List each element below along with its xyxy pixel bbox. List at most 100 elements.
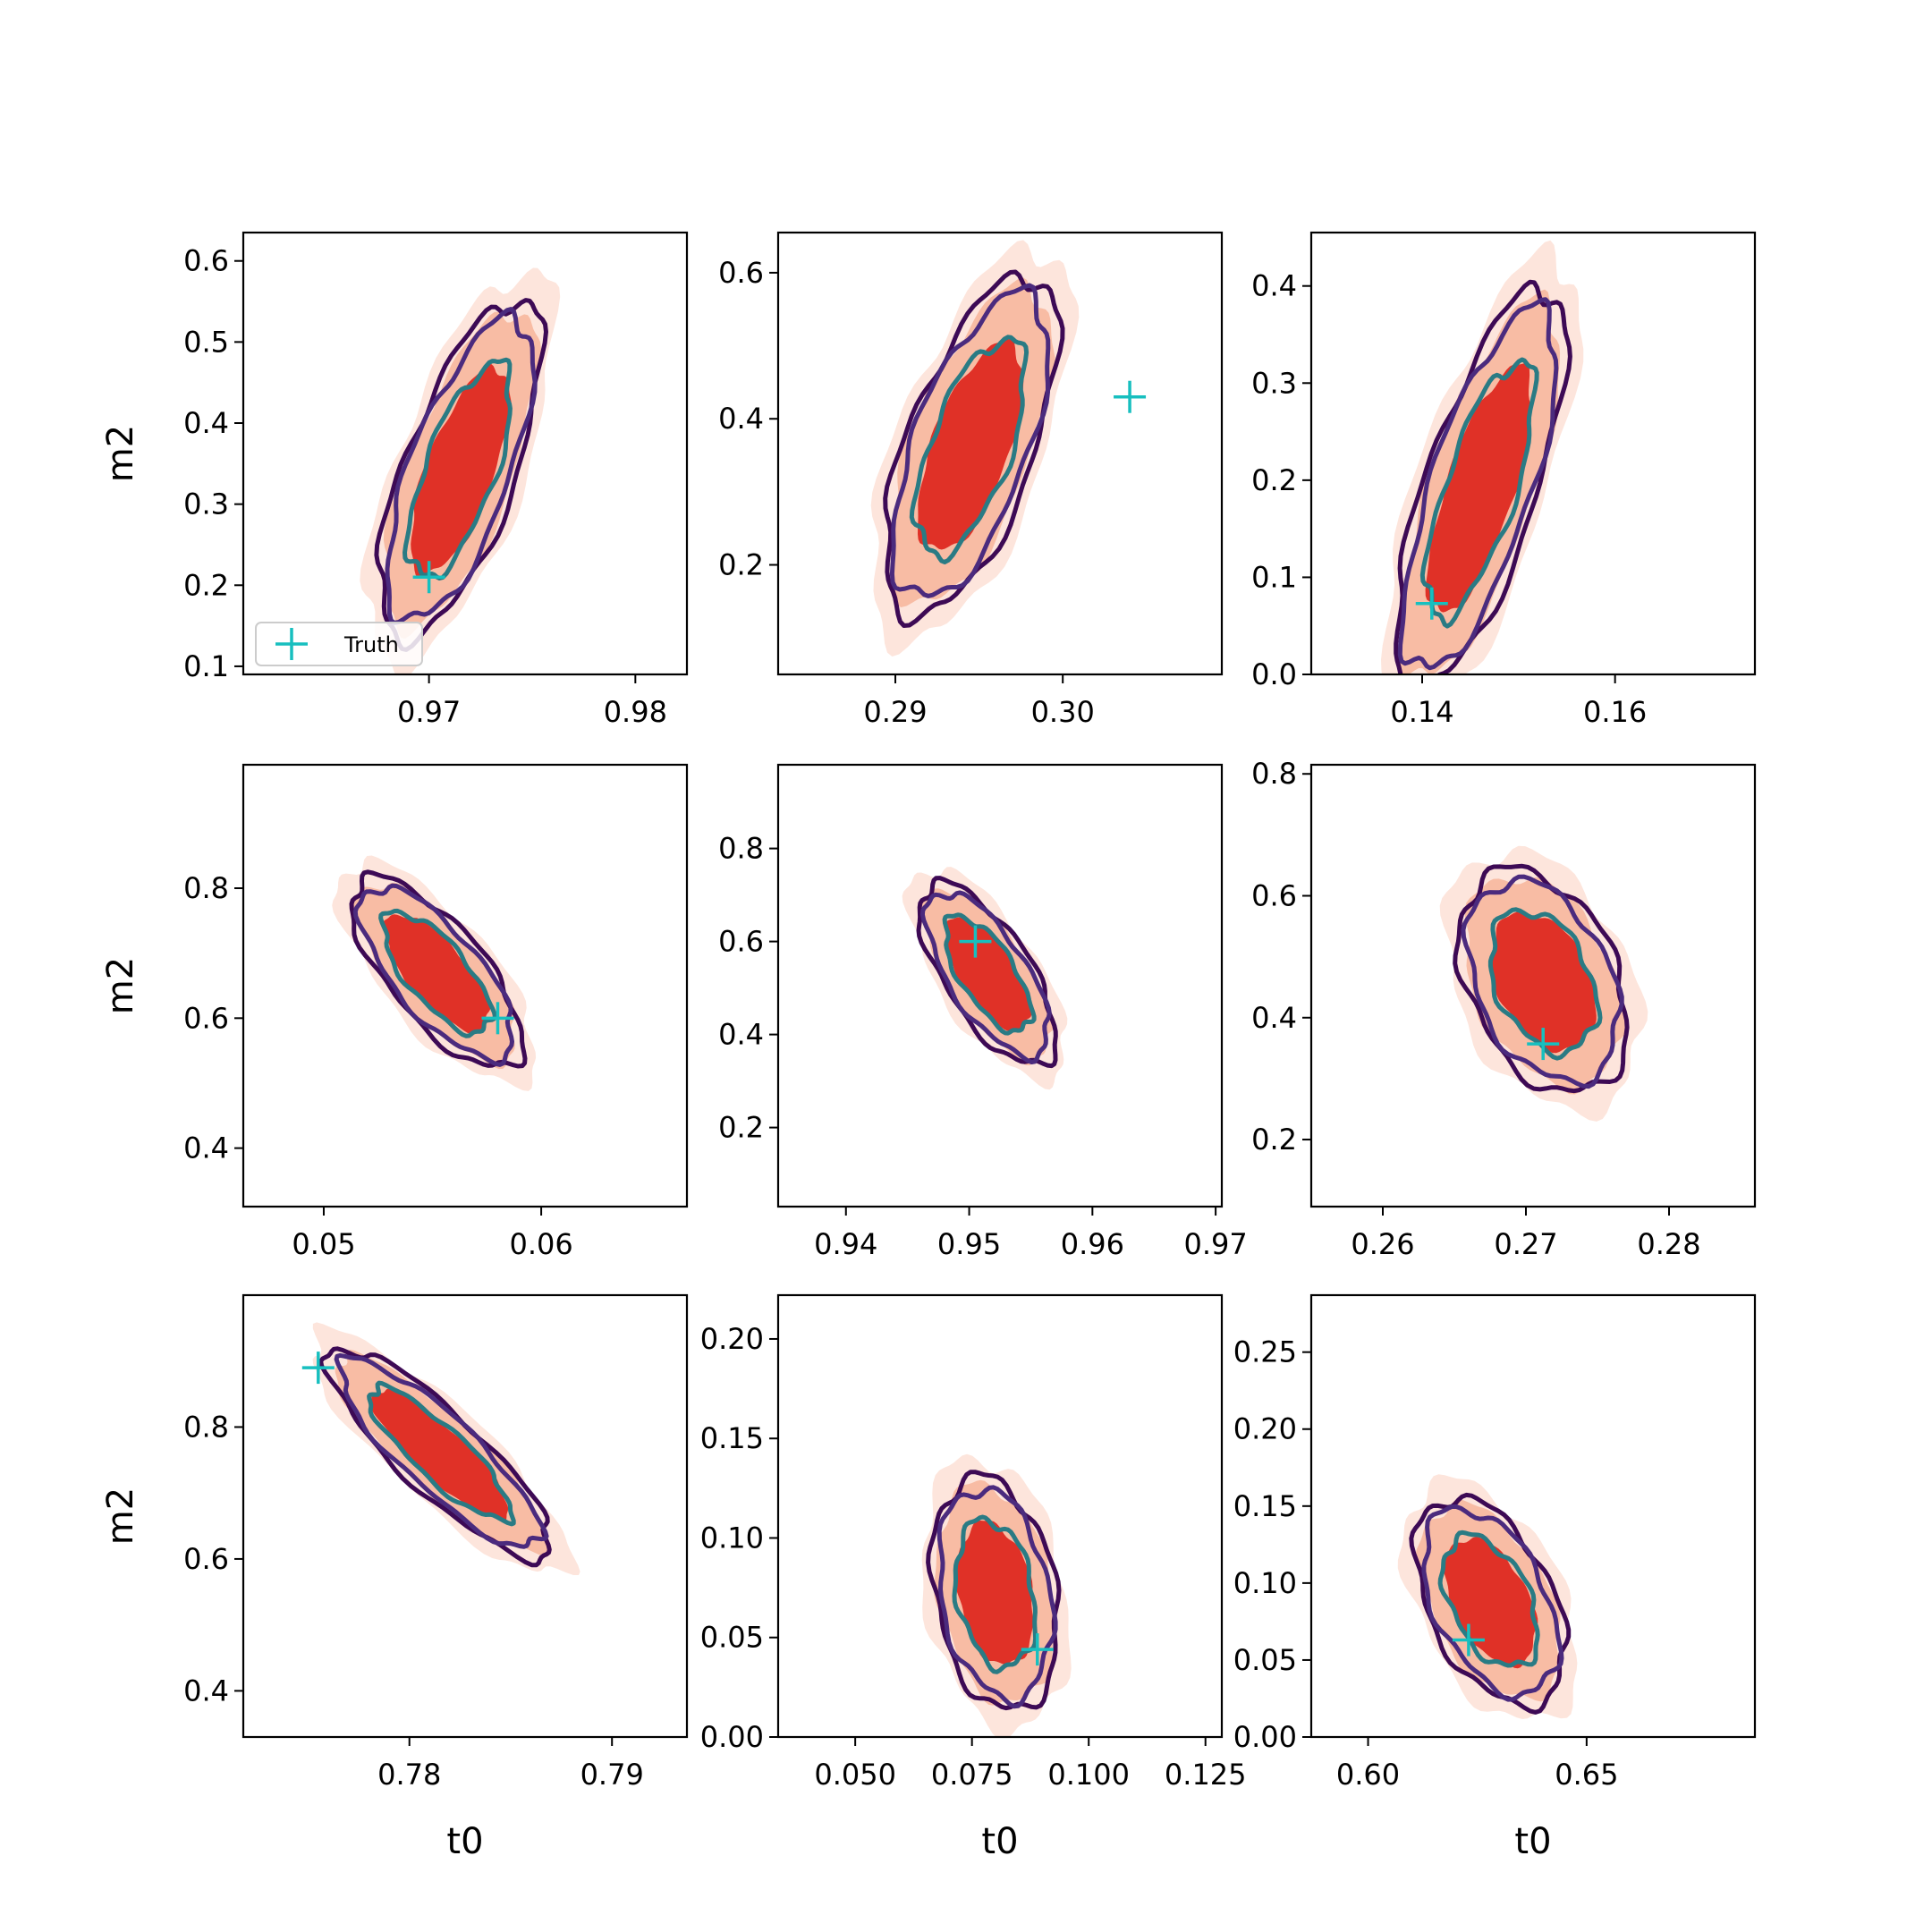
y-axis-label: m2 (100, 957, 141, 1014)
density-fill-inner (954, 1521, 1033, 1665)
y-tick-label: 0.3 (183, 487, 229, 521)
truth-marker (301, 1352, 335, 1385)
axes-frame (1309, 231, 1757, 676)
y-tick-label: 0.8 (183, 871, 229, 905)
truth-marker (481, 1002, 514, 1035)
subplot-2: 0.29 0.30 0.2 0.4 0.6 (718, 231, 1224, 729)
y-tick-label: 0.00 (1233, 1720, 1297, 1754)
axes-frame (242, 231, 689, 676)
y-tick-label: 0.2 (718, 548, 764, 582)
subplot-8: 0.050 0.075 0.100 0.125 0.00 0.05 0.10 0.15 0.20… (700, 1293, 1247, 1862)
density-fill-inner (945, 917, 1032, 1031)
axes-frame (776, 763, 1224, 1208)
x-tick-label: 0.94 (814, 1227, 877, 1261)
y-tick-label: 0.00 (700, 1720, 764, 1754)
y-tick-label: 0.6 (183, 1001, 229, 1035)
x-tick-label: 0.65 (1555, 1758, 1618, 1792)
y-tick-label: 0.2 (1251, 463, 1297, 497)
truth-marker (959, 925, 992, 958)
contour-line-outer (349, 869, 528, 1069)
truth-marker (1415, 587, 1448, 620)
density-fill-inner (1425, 363, 1532, 613)
x-tick-label: 0.075 (931, 1758, 1013, 1792)
axes-frame (1309, 1293, 1757, 1739)
density-fill-inner (370, 1388, 509, 1521)
y-tick-label: 0.25 (1233, 1335, 1297, 1369)
y-tick-label: 0.2 (718, 1111, 764, 1145)
plot-area (870, 240, 1080, 657)
contour-line-outer (916, 876, 1058, 1069)
plot-area (332, 855, 537, 1091)
y-tick-label: 0.6 (1251, 878, 1297, 912)
contour-line-middle (936, 1485, 1058, 1709)
x-tick-label: 0.06 (509, 1227, 572, 1261)
x-axis-label: t0 (981, 1821, 1018, 1862)
contour-line-middle (1397, 297, 1559, 671)
contour-line-inner (909, 335, 1030, 564)
y-tick-label: 0.6 (183, 244, 229, 278)
x-tick-label: 0.79 (580, 1758, 644, 1792)
y-tick-label: 0.6 (718, 925, 764, 959)
density-fill-inner (918, 338, 1024, 550)
x-tick-label: 0.96 (1061, 1227, 1124, 1261)
y-tick-label: 0.15 (700, 1421, 764, 1455)
truth-marker (1452, 1623, 1485, 1657)
legend-box (255, 622, 423, 666)
x-tick-label: 0.30 (1031, 695, 1095, 729)
contour-line-outer (374, 298, 548, 652)
x-tick-label: 0.125 (1165, 1758, 1247, 1792)
subplot-1: 0.97 0.98 0.1 0.2 0.3 0.4 0.5 0.6 m2 Truth (100, 231, 689, 729)
y-tick-label: 0.3 (1251, 366, 1297, 400)
contour-line-inner (952, 1514, 1038, 1674)
contour-line-inner (942, 912, 1037, 1036)
x-tick-label: 0.78 (377, 1758, 441, 1792)
x-tick-label: 0.26 (1351, 1227, 1414, 1261)
x-tick-label: 0.95 (937, 1227, 1001, 1261)
y-tick-label: 0.8 (183, 1410, 229, 1444)
y-tick-label: 0.15 (1233, 1489, 1297, 1523)
legend: Truth (255, 622, 423, 666)
y-tick-label: 0.05 (1233, 1643, 1297, 1677)
x-tick-label: 0.16 (1583, 695, 1647, 729)
contour-line-middle (334, 1352, 549, 1549)
x-tick-label: 0.98 (604, 695, 667, 729)
plot-area (1397, 1474, 1578, 1719)
axes-frame (776, 231, 1224, 676)
contour-line-inner (378, 908, 497, 1038)
x-axis-label: t0 (1514, 1821, 1551, 1862)
contour-line-inner (1487, 907, 1603, 1061)
contour-line-middle (1461, 874, 1624, 1089)
x-tick-label: 0.27 (1494, 1227, 1557, 1261)
subplot-9: 0.60 0.65 0.00 0.05 0.10 0.15 0.20 0.25 t0 (1233, 1293, 1757, 1862)
truth-marker (1114, 380, 1147, 413)
truth-marker (1527, 1028, 1560, 1061)
x-tick-label: 0.28 (1637, 1227, 1700, 1261)
axes-frame (242, 1293, 689, 1739)
truth-marker (412, 561, 445, 594)
contour-line-middle (919, 890, 1052, 1064)
plot-area (1439, 845, 1648, 1122)
density-fill-inner (1491, 911, 1597, 1054)
x-tick-label: 0.050 (814, 1758, 896, 1792)
y-tick-label: 0.4 (718, 402, 764, 436)
x-tick-label: 0.100 (1047, 1758, 1130, 1792)
contour-line-inner (1419, 357, 1539, 629)
y-tick-label: 0.20 (700, 1322, 764, 1356)
contour-line-inner (402, 357, 513, 580)
contour-line-outer (883, 269, 1065, 628)
x-tick-label: 0.97 (1183, 1227, 1247, 1261)
axes-frame (776, 1293, 1224, 1739)
legend-truth-marker (275, 628, 308, 660)
plot-area (312, 1322, 580, 1575)
density-fill-inner (382, 914, 491, 1035)
y-axis-label: m2 (100, 1487, 141, 1545)
contour-line-inner (1437, 1530, 1540, 1668)
y-tick-label: 0.05 (700, 1621, 764, 1655)
x-tick-label: 0.97 (397, 695, 461, 729)
plot-area (902, 867, 1068, 1090)
legend-label: Truth (343, 632, 399, 657)
y-tick-label: 0.1 (1251, 560, 1297, 594)
y-tick-label: 0.10 (700, 1521, 764, 1555)
y-tick-label: 0.5 (183, 325, 229, 359)
subplot-5: 0.94 0.95 0.96 0.97 0.2 0.4 0.6 0.8 (718, 763, 1248, 1261)
